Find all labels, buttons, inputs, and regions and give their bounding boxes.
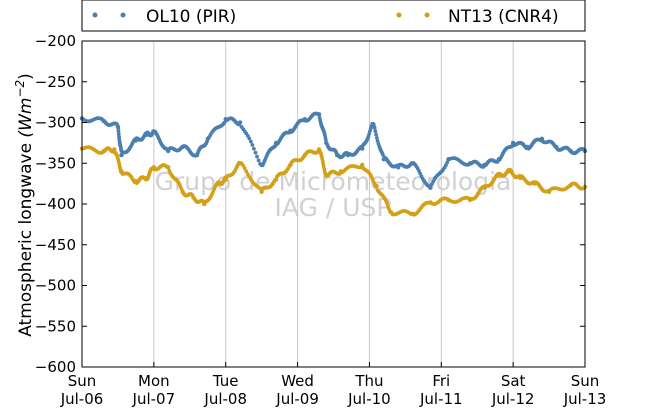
series-0 [79, 111, 588, 190]
series-marker [252, 146, 256, 151]
data-point [428, 185, 433, 190]
x-tick-date-7: Jul-13 [563, 390, 607, 408]
data-point [316, 112, 322, 117]
watermark: Grupo de Micrometeorologia IAG / USP [155, 167, 512, 222]
legend-label-ol10: OL10 (PIR) [146, 7, 236, 27]
series-marker [249, 139, 253, 144]
y-tick-label-8: −200 [35, 32, 76, 50]
series-marker [222, 120, 227, 125]
data-point [374, 183, 379, 189]
y-tick-label-4: −400 [35, 195, 76, 213]
x-tick-day-0: Sun [68, 372, 97, 390]
series-marker [242, 166, 247, 171]
legend-label-nt13: NT13 (CNR4) [448, 7, 559, 27]
series-marker [371, 122, 376, 127]
series-marker [245, 172, 250, 177]
data-point [360, 162, 365, 168]
watermark-line-2: IAG / USP [275, 193, 392, 222]
y-axis-label-text: Atmospheric longwave [16, 143, 36, 337]
x-tick-date-1: Jul-07 [132, 390, 176, 408]
legend-marker-nt13-a [396, 12, 402, 18]
legend-marker-nt13-b [424, 12, 430, 18]
x-tick-day-4: Thu [354, 372, 383, 390]
series-marker [321, 162, 326, 166]
x-tick-date-5: Jul-11 [419, 390, 463, 408]
data-point [360, 146, 365, 151]
x-tick-date-4: Jul-10 [347, 390, 391, 408]
legend-box [81, 0, 586, 32]
y-tick-label-3: −450 [35, 236, 76, 254]
x-tick-date-6: Jul-12 [491, 390, 535, 408]
series-marker [256, 158, 261, 163]
series-marker [373, 129, 378, 134]
data-point [166, 165, 171, 170]
series-marker [116, 126, 121, 130]
x-tick-date-0: Jul-06 [60, 390, 104, 408]
data-point [237, 120, 243, 125]
legend-marker-ol10-a [92, 12, 98, 18]
y-axis-label: Atmospheric longwave (Wm−2) [13, 73, 36, 337]
series-marker [244, 169, 249, 174]
series-points [79, 111, 588, 217]
data-point [273, 177, 279, 182]
x-tick-day-7: Sun [571, 372, 600, 390]
x-axis: SunJul-06MonJul-07TueJul-08WedJul-09ThuJ… [60, 362, 607, 408]
series-marker [445, 160, 450, 165]
x-tick-day-5: Fri [432, 372, 450, 390]
series-marker [247, 136, 252, 141]
legend: OL10 (PIR) NT13 (CNR4) [81, 0, 586, 32]
grid-lines [153, 41, 514, 367]
data-point [259, 189, 264, 194]
series-1 [79, 145, 588, 217]
x-tick-day-1: Mon [138, 372, 170, 390]
series-marker [253, 150, 258, 155]
x-tick-date-2: Jul-08 [203, 390, 247, 408]
y-axis-unit-exponent: −2 [13, 80, 27, 98]
legend-marker-ol10-b [120, 12, 126, 18]
y-tick-label-6: −300 [35, 114, 76, 132]
series-marker [116, 129, 121, 133]
series-marker [374, 132, 378, 137]
series-marker [375, 136, 379, 140]
series-marker [372, 125, 377, 130]
y-tick-label-1: −550 [35, 317, 76, 335]
y-axis: −600 −550 −500 −450 −400 −350 −300 −250 −200 [35, 32, 585, 376]
y-tick-label-2: −500 [35, 277, 76, 295]
y-tick-label-7: −250 [35, 73, 76, 91]
series-marker [323, 137, 328, 142]
y-tick-label-0: −600 [35, 358, 76, 376]
x-tick-day-6: Sat [501, 372, 526, 390]
y-axis-unit-close: ) [16, 73, 36, 80]
x-tick-day-2: Tue [212, 372, 239, 390]
data-point [223, 177, 228, 182]
x-tick-date-3: Jul-09 [275, 390, 319, 408]
x-tick-day-3: Wed [281, 372, 314, 390]
series-marker [255, 154, 259, 159]
series-marker [250, 143, 255, 147]
y-axis-unit: (Wm [16, 98, 36, 138]
y-tick-label-5: −350 [35, 154, 76, 172]
